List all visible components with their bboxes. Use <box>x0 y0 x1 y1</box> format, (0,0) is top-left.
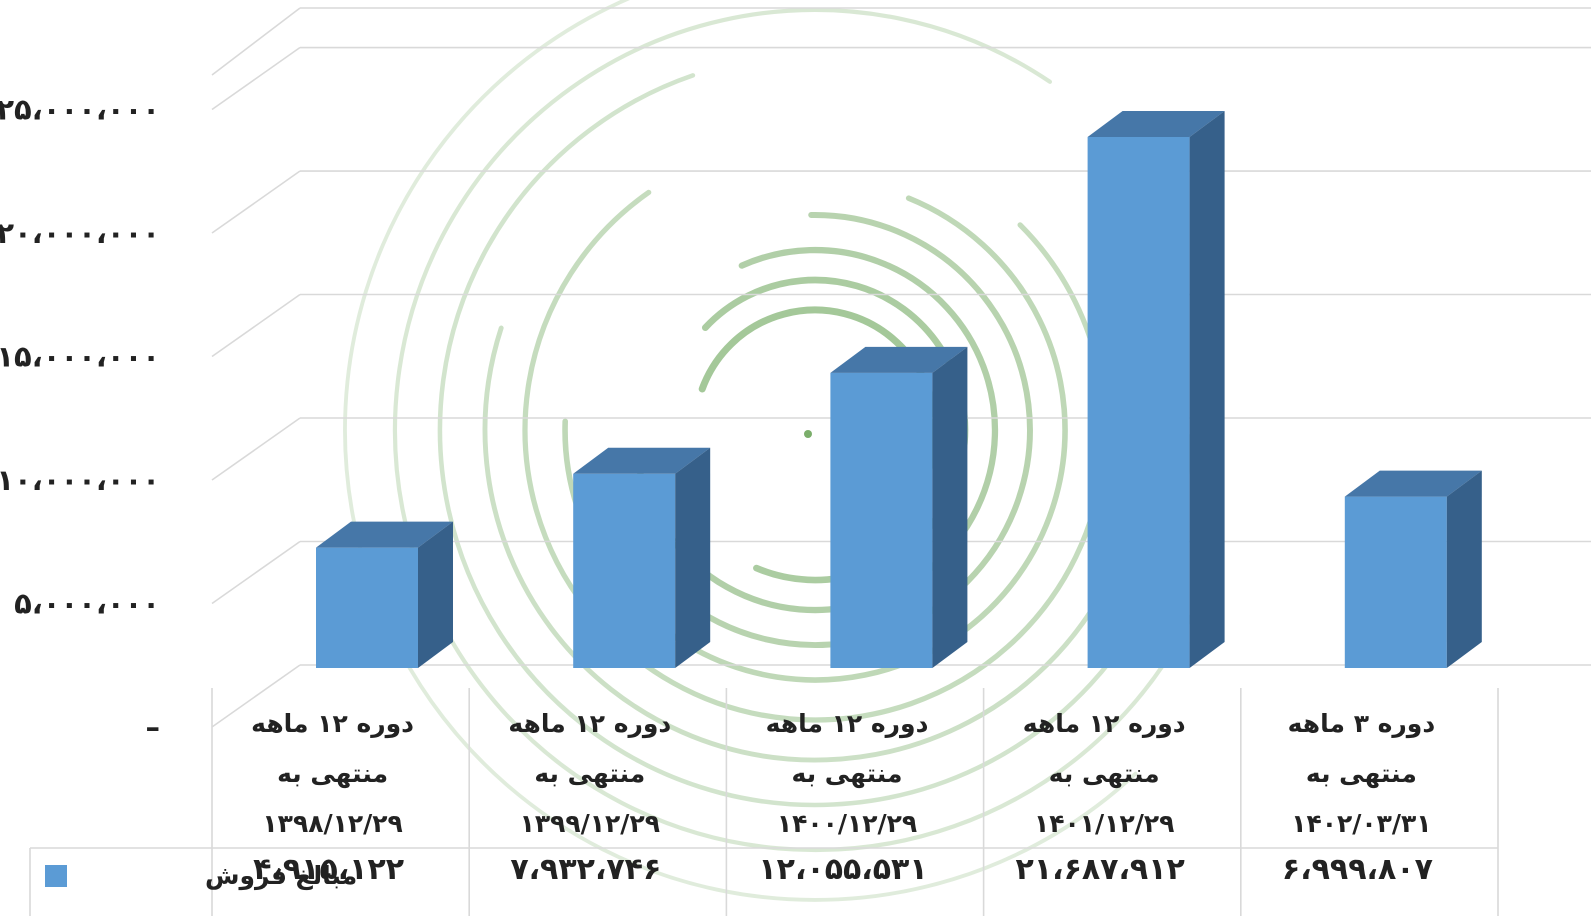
watermark-arc <box>637 246 999 614</box>
category-label: منتهی به <box>277 759 388 789</box>
gridline-top-depth <box>211 7 301 76</box>
category-label: ۱۴۰۱/۱۲/۲۹ <box>1034 809 1174 838</box>
gridline-depth <box>211 293 301 358</box>
bar-top <box>573 447 711 474</box>
category-label: دوره ۱۲ ماهه <box>766 709 929 739</box>
bar-side <box>418 521 453 668</box>
bar <box>830 346 968 668</box>
gridline-depth <box>211 664 301 728</box>
data-label: ۶،۹۹۹،۸۰۷ <box>1282 852 1433 887</box>
category-label: دوره ۱۲ ماهه <box>251 709 414 739</box>
data-table: دوره ۱۲ ماهه منتهی به ۱۳۹۸/۱۲/۲۹ دوره ۱۲ ما… <box>29 688 1499 916</box>
category-label: منتهی به <box>534 759 645 789</box>
y-axis: – ۵،۰۰۰،۰۰۰ ۱۰،۰۰۰،۰۰۰ ۱۵،۰۰۰،۰۰۰ ۲۰،۰۰۰،۰۰۰… <box>0 93 160 744</box>
watermark-arc <box>343 0 1138 902</box>
data-label: ۷،۹۳۲،۷۴۶ <box>510 852 661 887</box>
category-label: ۱۳۹۸/۱۲/۲۹ <box>262 809 402 838</box>
watermark-dot <box>804 430 812 438</box>
y-tick-label: ۵،۰۰۰،۰۰۰ <box>14 587 160 621</box>
bar-top <box>830 346 968 373</box>
bar-top <box>1344 470 1482 497</box>
watermark-arc <box>676 212 1033 648</box>
bar-front <box>830 372 933 668</box>
bar-front <box>1344 496 1447 668</box>
bar-front <box>316 547 418 668</box>
gridline-depth <box>211 46 301 111</box>
bar-side <box>932 346 968 668</box>
gridline-depth <box>211 417 301 481</box>
category-label: دوره ۱۲ ماهه <box>1023 709 1186 739</box>
category-label: منتهی به <box>1049 759 1160 789</box>
legend-swatch <box>45 865 67 887</box>
bar-top <box>316 521 453 548</box>
gridline-depth <box>211 540 301 605</box>
category-label: ۱۴۰۲/۰۳/۳۱ <box>1291 809 1431 838</box>
bar-front <box>573 473 676 668</box>
watermark-arc <box>437 73 1193 808</box>
category-label: منتهی به <box>792 759 903 789</box>
bars <box>316 111 1482 668</box>
y-tick-label: ۱۰،۰۰۰،۰۰۰ <box>0 463 160 497</box>
y-tick-label: ۱۵،۰۰۰،۰۰۰ <box>0 340 160 374</box>
bar <box>1087 111 1225 668</box>
bar-side <box>1189 111 1225 668</box>
y-tick-label: ۲۵،۰۰۰،۰۰۰ <box>0 93 160 127</box>
bar-front <box>1087 137 1190 668</box>
category-label: دوره ۱۲ ماهه <box>508 709 671 739</box>
y-tick-label: – <box>146 710 161 744</box>
category-label: دوره ۳ ماهه <box>1288 709 1436 739</box>
data-label: ۴،۹۱۵،۱۲۲ <box>253 852 404 887</box>
bar <box>1344 470 1482 668</box>
data-label: ۲۱،۶۸۷،۹۱۲ <box>1016 852 1185 887</box>
bar <box>316 521 453 668</box>
y-tick-label: ۲۰،۰۰۰،۰۰۰ <box>0 216 160 250</box>
gridline-depth <box>211 170 301 234</box>
category-label: منتهی به <box>1306 759 1417 789</box>
legend-label: مبالغ فروش <box>205 861 357 891</box>
bar <box>573 447 711 668</box>
bar-side <box>1446 470 1482 668</box>
bar-side <box>675 447 711 668</box>
data-label: ۱۲،۰۵۵،۵۳۱ <box>758 852 927 887</box>
bar-top <box>1087 111 1225 137</box>
category-label: ۱۴۰۰/۱۲/۲۹ <box>777 809 917 838</box>
category-label: ۱۳۹۹/۱۲/۲۹ <box>520 809 660 838</box>
